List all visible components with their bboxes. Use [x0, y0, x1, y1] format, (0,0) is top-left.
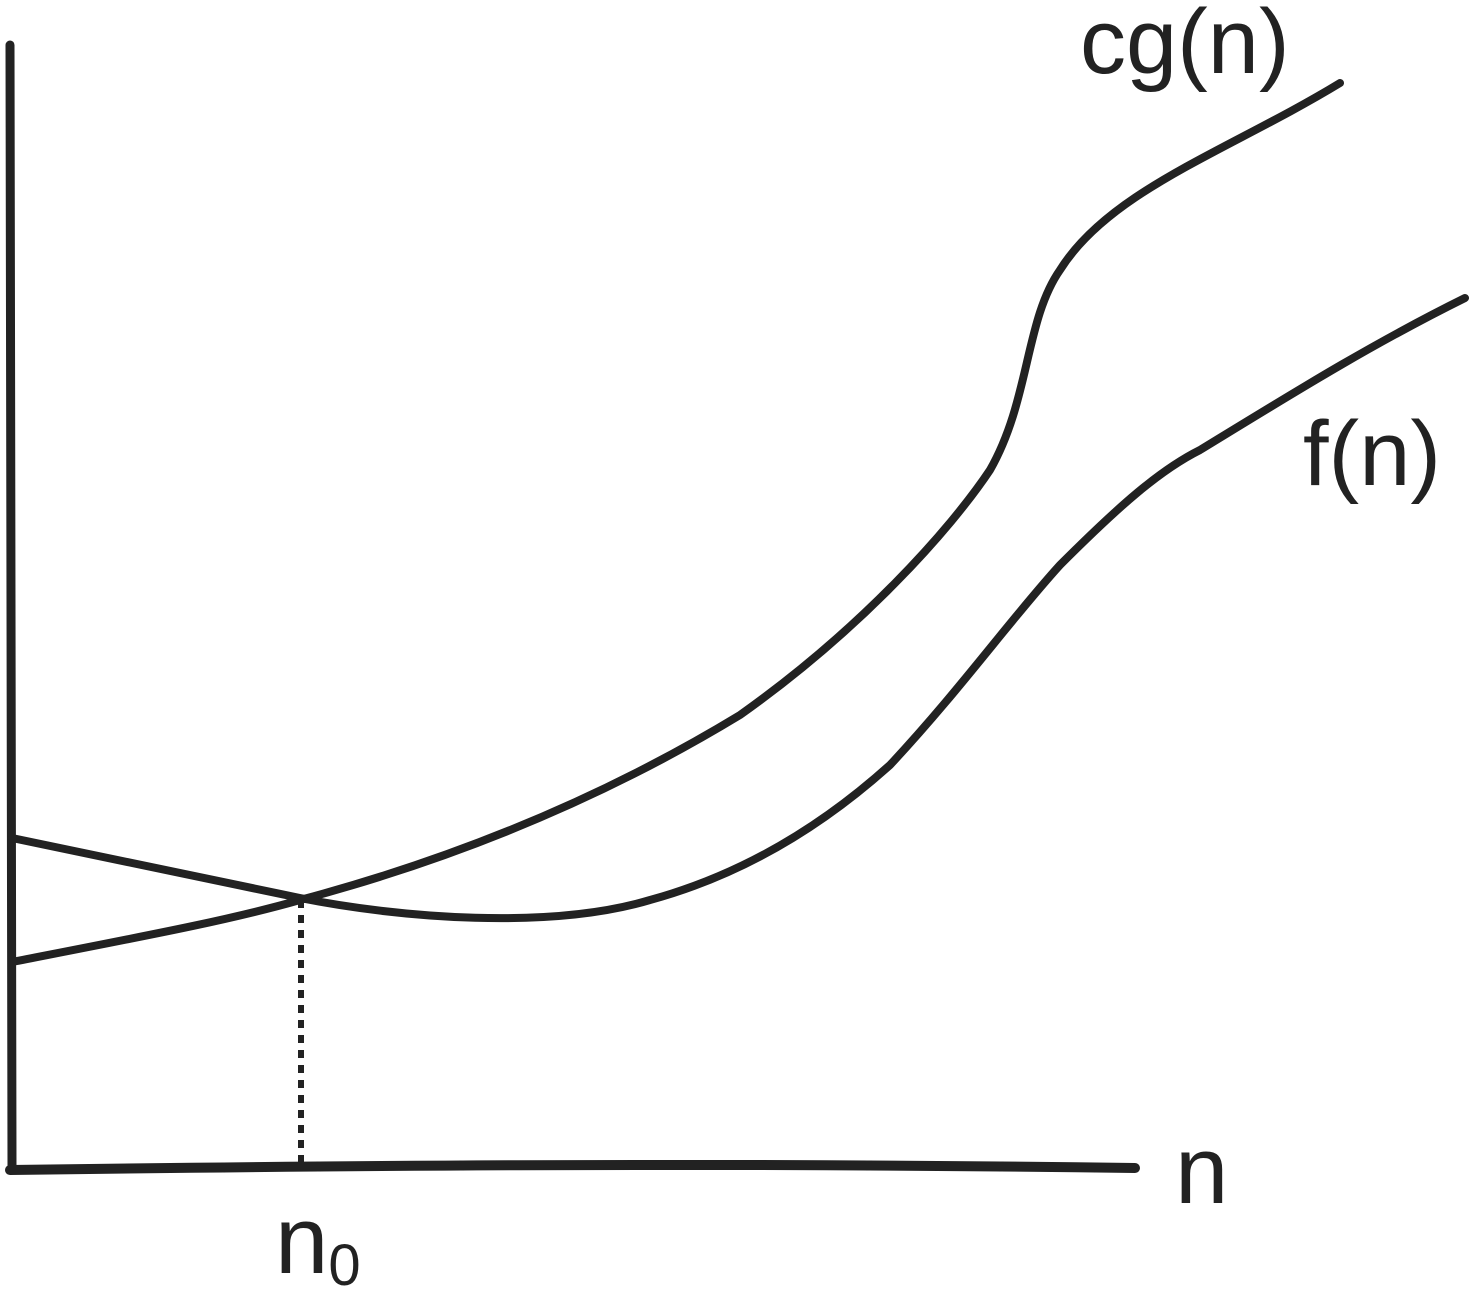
y-axis: [5, 40, 17, 1173]
upper-bound-label: cg(n): [1080, 0, 1290, 93]
threshold-label-base: n: [275, 1187, 328, 1291]
function-curve: [8, 294, 1469, 923]
function-label: f(n): [1303, 403, 1441, 505]
threshold-label-subscript: 0: [328, 1233, 360, 1291]
x-axis: [5, 1159, 1140, 1175]
upper-bound-curve: [8, 79, 1344, 966]
x-axis-label: n: [1175, 1117, 1228, 1224]
threshold-label: n0: [275, 1187, 361, 1291]
